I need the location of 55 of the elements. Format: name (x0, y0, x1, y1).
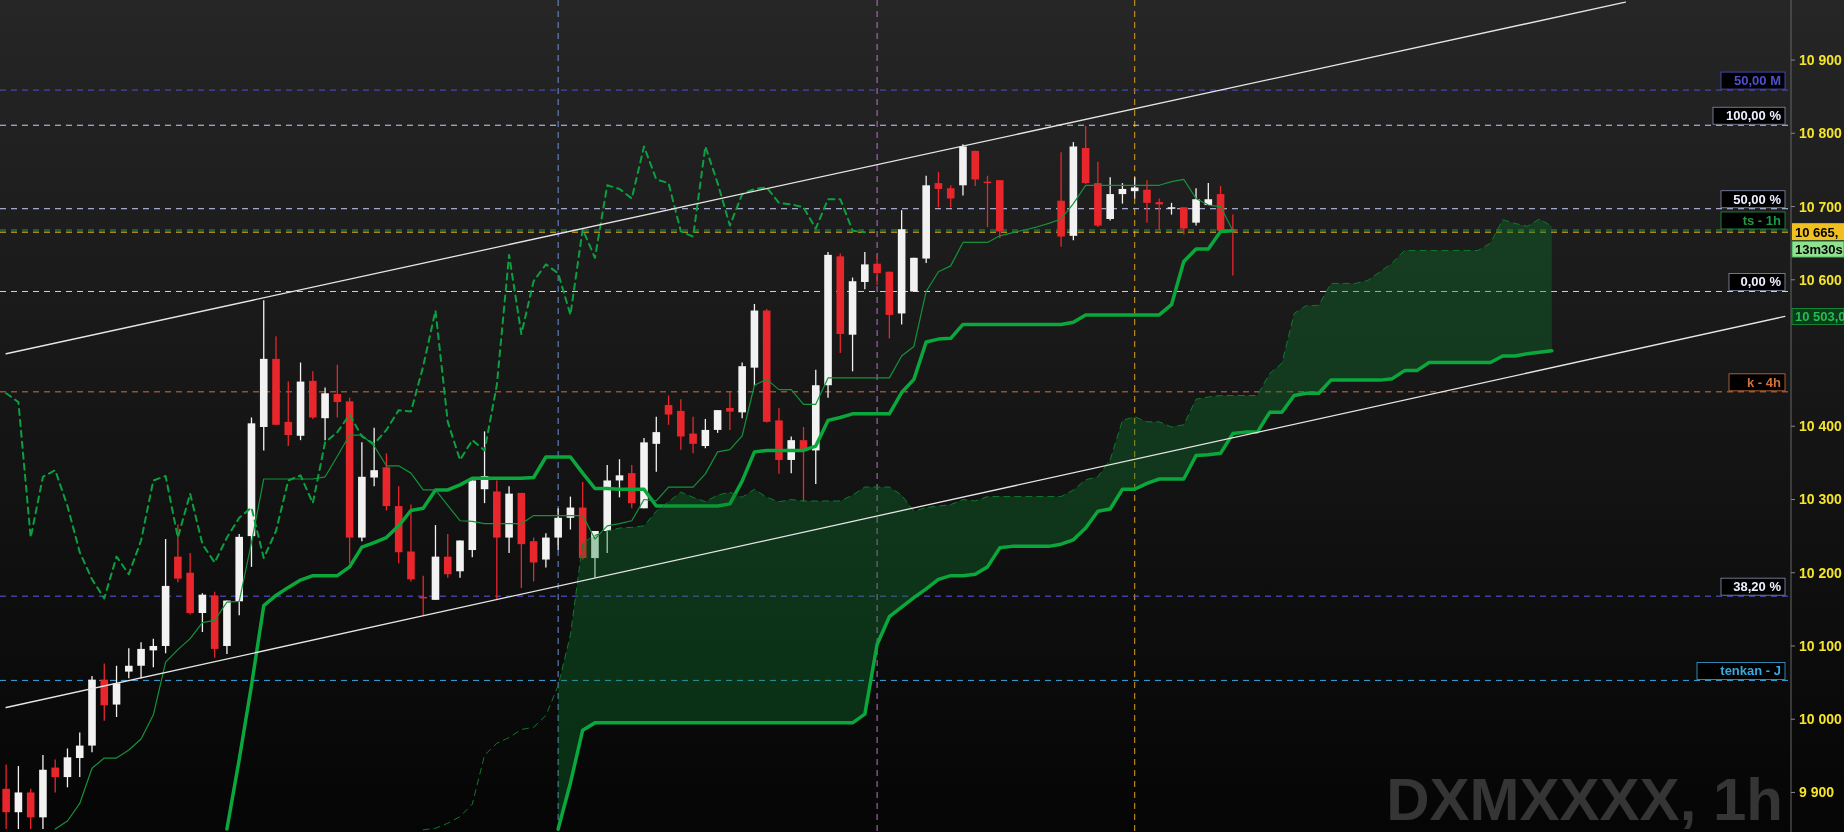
text: 13m30s (1795, 242, 1843, 258)
candlestick (664, 394, 673, 426)
y-tick-label: 10 100 (1799, 637, 1843, 654)
annotation: 38,20 % (1733, 579, 1782, 595)
line-series (225, 228, 1235, 831)
ref-line-label: tenkan - J (1720, 663, 1781, 679)
candlestick (701, 418, 710, 449)
ref-line-label: 10 665, (1795, 225, 1839, 241)
candlestick (1155, 197, 1164, 231)
candlestick (63, 747, 72, 788)
y-tick-label: 10 700 (1799, 198, 1843, 215)
candlestick (284, 380, 293, 447)
candlestick (75, 731, 84, 778)
candlestick (873, 254, 881, 286)
ref-line-label: ts - 1h (1742, 212, 1782, 228)
candlestick (333, 364, 342, 419)
y-tick-label: 10 300 (1799, 491, 1843, 508)
y-tick-label: 10 800 (1799, 125, 1843, 142)
candlestick (946, 184, 955, 208)
candlestick (554, 507, 562, 551)
line-series (5, 145, 866, 600)
candlestick (529, 536, 538, 583)
candlestick (713, 409, 722, 434)
candlestick (1192, 187, 1200, 227)
candlestick (726, 391, 734, 431)
candlestick (861, 251, 869, 290)
candlestick (689, 416, 697, 454)
candlestick (615, 458, 624, 498)
candlestick (370, 427, 378, 487)
candlestick (125, 647, 133, 679)
candlestick (174, 523, 182, 583)
ref-line-label: 50,00 M (1734, 73, 1781, 89)
candlestick (2, 763, 10, 830)
annotation: 0,00 % (1740, 274, 1782, 290)
y-tick-label: 10 000 (1799, 711, 1843, 728)
candlestick (443, 533, 452, 579)
candlestick (1143, 179, 1151, 224)
y-tick-label: 10 400 (1799, 418, 1843, 435)
candlestick (542, 532, 550, 569)
candlestick (51, 758, 59, 794)
candlestick (198, 592, 207, 633)
candlestick (137, 641, 145, 679)
candlestick (1118, 182, 1127, 205)
candlestick (934, 171, 943, 208)
candlestick (652, 416, 661, 473)
candlestick (1130, 176, 1139, 200)
candlestick (14, 765, 23, 830)
annotation: 50,00 % (1733, 191, 1782, 207)
annotation: 100,00 % (1726, 108, 1782, 124)
candlestick (1179, 206, 1188, 236)
ref-line-label: k - 4h (1747, 374, 1782, 390)
y-tick-label: 10 900 (1799, 52, 1843, 69)
y-tick-label: 10 200 (1799, 564, 1843, 581)
y-tick-label: 10 600 (1799, 271, 1843, 288)
y-tick-label: 9 900 (1799, 784, 1835, 801)
